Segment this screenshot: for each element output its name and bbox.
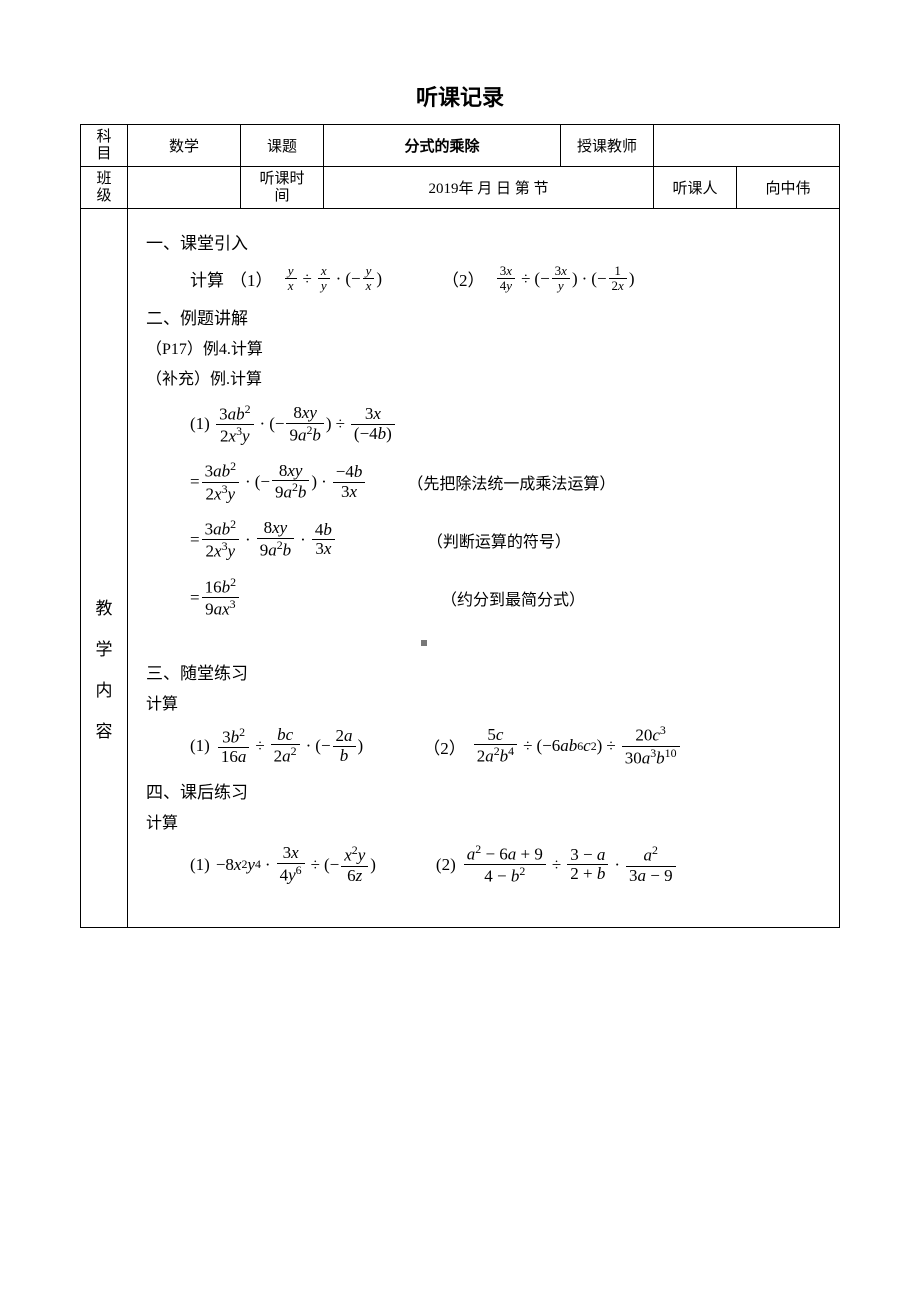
- sec2-expr3: = 3ab22x3y · 8xy9a2b · 4b3x （判断运算的符号）: [190, 518, 821, 562]
- topic-label: 课题: [241, 125, 324, 167]
- sec3-ex2: （2） 5c2a2b4 ÷(−6ab6c2) ÷ 20c330a3b10: [423, 724, 681, 768]
- record-table: 科目 数学 课题 分式的乘除 授课教师 班级 听课时间 2019年 月 日 第 …: [80, 124, 840, 928]
- content-cell: 一、课堂引入 计算 （1） yx ÷ xy ·(− yx) （2） 3x4y: [128, 209, 840, 928]
- meta-row-2: 班级 听课时间 2019年 月 日 第 节 听课人 向中伟: [81, 167, 840, 209]
- sec2-expr2: = 3ab22x3y ·(− 8xy9a2b) · −4b3x （先把除法统一成…: [190, 460, 821, 504]
- sec1-ex2: （2） 3x4y ÷(− 3xy) ·(− 12x): [442, 264, 634, 294]
- sec4-ex1: (1) −8x2y4 · 3x4y6 ÷(− x2y6z): [190, 844, 376, 885]
- sec2-expr4: = 16b29ax3 （约分到最简分式）: [190, 576, 821, 620]
- meta-row-1: 科目 数学 课题 分式的乘除 授课教师: [81, 125, 840, 167]
- section-1-head: 一、课堂引入: [146, 229, 821, 254]
- class-value: [128, 167, 241, 209]
- sec3-exercises: (1) 3b216a ÷ bc2a2 ·(− 2ab) （2） 5c2a2b4 …: [190, 724, 821, 768]
- section-2-head: 二、例题讲解: [146, 304, 821, 329]
- sec2-expr1: (1) 3ab22x3y ·(− 8xy9a2b) ÷ 3x(−4b): [190, 403, 821, 447]
- subject-label: 科目: [81, 125, 128, 167]
- subject-value: 数学: [128, 125, 241, 167]
- listener-label: 听课人: [654, 167, 737, 209]
- side-label: 教 学 内 容: [81, 209, 128, 928]
- sec3-ex1: (1) 3b216a ÷ bc2a2 ·(− 2ab): [190, 726, 363, 767]
- page-title: 听课记录: [80, 80, 840, 112]
- page: 听课记录 科目 数学 课题 分式的乘除 授课教师 班级 听课时间 2019年 月…: [0, 0, 920, 968]
- sec3-calc: 计算: [146, 690, 821, 714]
- teacher-value: [654, 125, 840, 167]
- content-row: 教 学 内 容 一、课堂引入 计算 （1） yx ÷ xy ·(− yx): [81, 209, 840, 928]
- sec1-ex1: 计算 （1） yx ÷ xy ·(− yx): [190, 264, 382, 294]
- section-3-head: 三、随堂练习: [146, 659, 821, 684]
- sec4-exercises: (1) −8x2y4 · 3x4y6 ÷(− x2y6z) (2) a2 − 6…: [190, 843, 821, 887]
- class-label: 班级: [81, 167, 128, 209]
- listener-value: 向中伟: [737, 167, 840, 209]
- sec4-calc: 计算: [146, 809, 821, 833]
- sec2-line2: （补充）例.计算: [146, 365, 821, 389]
- time-label: 听课时间: [241, 167, 324, 209]
- sec2-line1: （P17）例4.计算: [146, 335, 821, 359]
- section-4-head: 四、课后练习: [146, 778, 821, 803]
- time-value: 2019年 月 日 第 节: [324, 167, 654, 209]
- teacher-label: 授课教师: [561, 125, 654, 167]
- sec4-ex2: (2) a2 − 6a + 94 − b2 ÷ 3 − a2 + b · a23…: [436, 843, 678, 887]
- marker-icon: [146, 633, 821, 651]
- sec1-exercises: 计算 （1） yx ÷ xy ·(− yx) （2） 3x4y ÷(− 3xy)…: [190, 264, 821, 294]
- topic-value: 分式的乘除: [324, 125, 561, 167]
